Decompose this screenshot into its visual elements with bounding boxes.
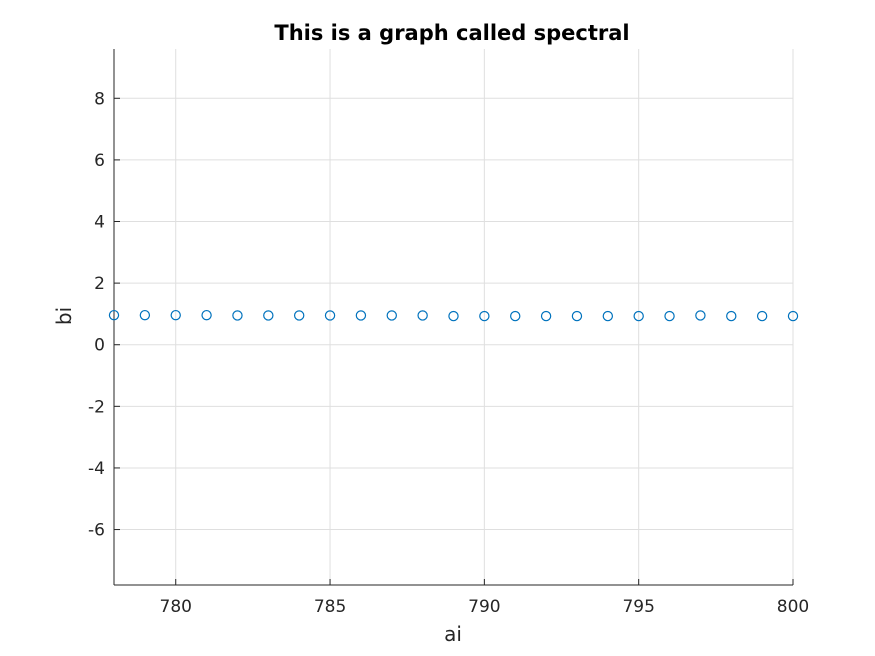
axes — [113, 49, 793, 586]
data-point — [417, 310, 428, 321]
y-tick-label: 6 — [94, 151, 105, 171]
data-point — [201, 309, 212, 321]
data-point — [756, 310, 768, 322]
chart-title: This is a graph called spectral — [274, 21, 629, 45]
data-point — [633, 310, 644, 322]
data-point — [571, 310, 583, 322]
x-axis-label: ai — [444, 622, 462, 646]
data-point — [540, 310, 552, 322]
x-tick-label: 800 — [777, 597, 809, 617]
data-point — [324, 310, 336, 321]
data-point — [602, 310, 614, 322]
data-point — [355, 310, 367, 321]
y-tick-label: -2 — [88, 397, 105, 417]
data-point — [263, 310, 274, 321]
data-point — [170, 309, 181, 321]
y-tick-label: -4 — [88, 459, 105, 479]
y-tick-label: 0 — [94, 336, 105, 356]
data-point — [139, 309, 151, 321]
y-tick-label: 4 — [94, 213, 105, 233]
y-tick-label: 8 — [94, 89, 105, 109]
data-point — [386, 310, 397, 321]
data-point — [479, 310, 490, 322]
y-axis-label: bi — [52, 307, 76, 325]
y-tick-label: 2 — [94, 274, 105, 294]
data-point — [448, 310, 459, 322]
data-point — [664, 310, 675, 322]
data-point — [726, 310, 737, 322]
x-tick-label: 795 — [622, 597, 654, 617]
data-point — [232, 310, 243, 321]
data-point — [108, 309, 120, 321]
y-tick-label: -6 — [88, 521, 105, 541]
grid — [114, 49, 794, 585]
x-tick-label: 790 — [468, 597, 500, 617]
data-point — [510, 310, 521, 322]
data-point — [787, 310, 799, 322]
x-tick-label: 780 — [160, 597, 192, 617]
data-point — [293, 310, 305, 321]
data-points — [108, 309, 799, 322]
data-point — [695, 310, 706, 321]
ticks: 780 785 790 795 800 -6 -4 -2 0 2 4 6 8 — [88, 89, 809, 617]
x-tick-label: 785 — [314, 597, 346, 617]
